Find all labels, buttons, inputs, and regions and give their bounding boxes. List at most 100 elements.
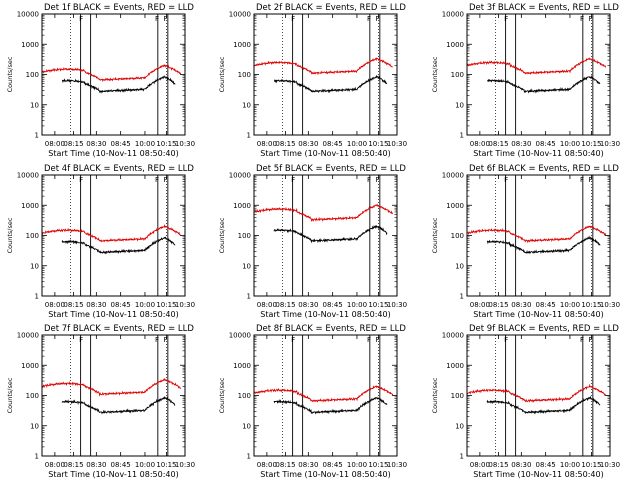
x-tick-label: 08:30 [86, 301, 106, 309]
x-tick-label: 08:00 [470, 301, 490, 309]
panel-title: Det 1f BLACK = Events, RED = LLD [44, 3, 194, 13]
x-axis-label: Start Time (10-Nov-11 08:50:40) [473, 149, 603, 158]
flag-marker: F [580, 176, 584, 184]
x-tick-label: 10:00 [560, 461, 580, 469]
y-tick-label: 10000 [17, 172, 39, 180]
y-tick-label: 10 [455, 262, 464, 270]
y-tick-label: 1 [35, 293, 39, 301]
x-tick-label: 08:00 [257, 140, 277, 148]
panel-title: Det 9f BLACK = Events, RED = LLD [469, 324, 619, 334]
flag-marker: F [164, 15, 168, 23]
plot-frame [253, 334, 398, 457]
x-tick-label: 10:00 [135, 461, 155, 469]
x-tick-label: 08:45 [323, 461, 343, 469]
x-tick-label: 10:15 [156, 461, 176, 469]
series-line-lld [467, 225, 607, 244]
y-tick-label: 10000 [229, 172, 251, 180]
flag-marker: F [504, 176, 508, 184]
x-tick-label: 08:30 [511, 140, 531, 148]
y-axis-label: Counts/sec [431, 377, 439, 413]
x-tick-label: 08:45 [536, 301, 556, 309]
y-axis-label: Counts/sec [6, 56, 14, 92]
panel-det-4: Det 4f BLACK = Events, RED = LLD 1 10 100 10… [6, 164, 195, 319]
y-tick-label: 100 [451, 392, 464, 400]
x-tick-label: 08:30 [298, 140, 318, 148]
x-tick-label: 08:30 [86, 461, 106, 469]
panel-title: Det 8f BLACK = Events, RED = LLD [256, 324, 406, 334]
x-tick-label: 08:45 [323, 140, 343, 148]
flag-marker: F [291, 176, 295, 184]
y-axis-label: Counts/sec [218, 217, 226, 253]
x-axis-label: Start Time (10-Nov-11 08:50:40) [260, 310, 390, 319]
x-tick-label: 10:15 [581, 140, 601, 148]
panel-det-5: Det 5f BLACK = Events, RED = LLD 1 10 100 10… [218, 164, 407, 319]
y-tick-label: 100 [26, 232, 39, 240]
x-axis-label: Start Time (10-Nov-11 08:50:40) [260, 149, 390, 158]
x-tick-label: 10:30 [175, 140, 195, 148]
x-tick-label: 10:15 [368, 301, 388, 309]
x-tick-label: 08:00 [45, 301, 65, 309]
panel-title: Det 2f BLACK = Events, RED = LLD [256, 3, 406, 13]
x-tick-label: 10:15 [368, 461, 388, 469]
x-tick-label: 08:15 [63, 301, 83, 309]
x-tick-label: 08:45 [111, 461, 131, 469]
x-axis-label: Start Time (10-Nov-11 08:50:40) [48, 149, 178, 158]
y-tick-label: 100 [238, 392, 251, 400]
y-tick-label: 10 [242, 262, 251, 270]
x-tick-label: 08:00 [257, 461, 277, 469]
series-line-events [273, 224, 388, 244]
x-tick-label: 10:30 [175, 301, 195, 309]
x-tick-label: 10:15 [581, 461, 601, 469]
y-tick-label: 10 [242, 101, 251, 109]
series-line-events [487, 74, 601, 94]
x-axis-label: Start Time (10-Nov-11 08:50:40) [473, 470, 603, 479]
series-line-events [273, 396, 388, 415]
x-tick-label: 10:15 [156, 301, 176, 309]
y-tick-label: 10000 [442, 172, 464, 180]
panel-det-9: Det 9f BLACK = Events, RED = LLD 1 10 100 10… [431, 324, 620, 479]
y-axis-label: Counts/sec [431, 217, 439, 253]
x-tick-label: 08:15 [275, 140, 295, 148]
series-line-events [486, 235, 601, 255]
flag-marker: F [164, 176, 168, 184]
flag-marker: F [589, 15, 593, 23]
panel-title: Det 7f BLACK = Events, RED = LLD [44, 324, 194, 334]
x-tick-label: 08:30 [298, 301, 318, 309]
flag-marker: F [376, 15, 380, 23]
x-tick-label: 08:30 [511, 301, 531, 309]
y-tick-label: 1 [35, 132, 39, 140]
series-line-events [274, 74, 388, 94]
x-tick-label: 08:15 [275, 461, 295, 469]
y-tick-label: 10000 [229, 332, 251, 340]
panel-title: Det 5f BLACK = Events, RED = LLD [256, 164, 406, 174]
x-tick-label: 08:15 [275, 301, 295, 309]
panel-det-8: Det 8f BLACK = Events, RED = LLD 1 10 100 10… [218, 324, 407, 479]
series-line-events [61, 396, 176, 415]
x-tick-label: 10:15 [156, 140, 176, 148]
series-line-lld [42, 224, 181, 243]
x-tick-label: 10:00 [347, 140, 367, 148]
y-tick-label: 10 [30, 422, 39, 430]
flag-marker: F [580, 15, 584, 23]
x-tick-label: 08:45 [536, 461, 556, 469]
x-tick-label: 10:00 [347, 461, 367, 469]
plot-frame [41, 174, 186, 297]
flag-marker: F [291, 15, 295, 23]
flag-marker: F [504, 336, 508, 344]
y-axis-label: Counts/sec [6, 377, 14, 413]
y-tick-label: 1 [460, 293, 464, 301]
series-line-lld [254, 385, 394, 403]
x-tick-label: 08:15 [488, 461, 508, 469]
x-tick-label: 10:00 [135, 301, 155, 309]
flag-marker: F [79, 176, 83, 184]
plot-frame [253, 13, 398, 136]
y-tick-label: 100 [451, 232, 464, 240]
x-tick-label: 08:45 [323, 301, 343, 309]
y-tick-label: 10 [30, 262, 39, 270]
y-tick-label: 1000 [21, 362, 39, 370]
flag-marker: F [367, 15, 371, 23]
x-tick-label: 08:00 [470, 461, 490, 469]
y-tick-label: 10000 [442, 332, 464, 340]
y-axis-label: Counts/sec [218, 56, 226, 92]
